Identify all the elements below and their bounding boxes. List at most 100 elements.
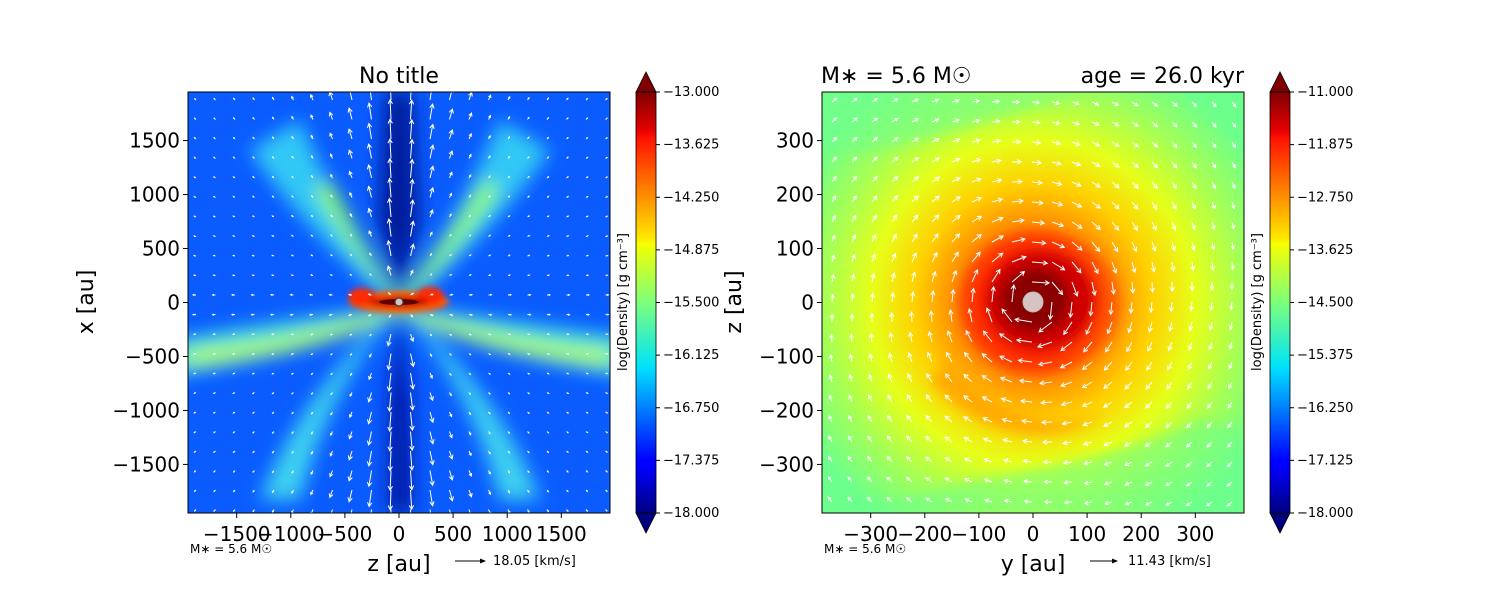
right-colorbar-tick-label: −13.625 bbox=[1297, 243, 1353, 258]
right-velocity-arrow bbox=[1144, 441, 1153, 447]
right-velocity-arrow bbox=[851, 156, 858, 163]
left-velocity-arrow bbox=[348, 92, 353, 101]
left-velocity-arrow bbox=[213, 431, 216, 434]
left-velocity-arrow bbox=[212, 333, 216, 336]
left-velocity-arrow bbox=[488, 353, 492, 355]
left-velocity-arrow bbox=[429, 103, 435, 120]
left-colorbar-label: log(Density) [g cm⁻³] bbox=[616, 233, 631, 371]
left-velocity-arrow bbox=[347, 107, 353, 120]
left-velocity-arrow bbox=[527, 509, 530, 513]
left-velocity-arrow bbox=[449, 233, 452, 237]
right-y-tick-label: 100 bbox=[776, 237, 814, 261]
left-velocity-arrow bbox=[269, 293, 275, 297]
right-velocity-arrow bbox=[1126, 341, 1133, 353]
right-velocity-arrow bbox=[1170, 241, 1176, 252]
left-velocity-arrow bbox=[213, 450, 216, 453]
left-velocity-arrow bbox=[507, 470, 511, 474]
left-panel: No title bbox=[74, 64, 719, 577]
left-velocity-arrow bbox=[232, 117, 236, 120]
left-velocity-arrow bbox=[468, 470, 473, 477]
left-velocity-arrow bbox=[488, 392, 491, 395]
left-velocity-arrow bbox=[386, 353, 392, 371]
right-velocity-arrow bbox=[890, 272, 896, 283]
left-velocity-arrow bbox=[507, 333, 511, 336]
left-velocity-arrow bbox=[271, 470, 275, 474]
right-velocity-arrow bbox=[928, 310, 935, 323]
right-velocity-arrow bbox=[887, 373, 893, 383]
left-velocity-arrow bbox=[213, 470, 216, 473]
left-velocity-arrow bbox=[605, 254, 609, 257]
left-velocity-arrow bbox=[289, 293, 294, 297]
left-velocity-arrow bbox=[507, 372, 511, 375]
left-velocity-arrow bbox=[468, 214, 472, 218]
right-velocity-arrow bbox=[911, 252, 917, 263]
right-velocity-arrow bbox=[850, 273, 856, 283]
right-velocity-arrow bbox=[1165, 461, 1173, 467]
left-velocity-arrow bbox=[252, 431, 255, 434]
right-velocity-arrow bbox=[1171, 101, 1178, 107]
left-velocity-arrow bbox=[212, 392, 216, 394]
left-reference-label: 18.05 [km/s] bbox=[493, 554, 576, 569]
right-velocity-arrow bbox=[1144, 481, 1153, 486]
right-velocity-arrow bbox=[1031, 100, 1041, 105]
left-velocity-arrow bbox=[310, 470, 314, 476]
right-colorbar-ticks: −11.000 −11.875 −12.750 −13.625 −14.500 −15.3… bbox=[1290, 85, 1353, 521]
right-velocity-arrow bbox=[906, 414, 913, 423]
right-x-tick-label: 300 bbox=[1176, 522, 1214, 546]
left-y-ticks: −1500 −1000 −500 0 500 1000 1500 bbox=[112, 129, 188, 476]
right-velocity-arrow bbox=[891, 214, 898, 223]
right-y-tick-label: −300 bbox=[759, 452, 814, 476]
right-velocity-arrow bbox=[1227, 401, 1233, 409]
left-velocity-arrow bbox=[368, 372, 373, 381]
left-velocity-arrow bbox=[291, 175, 294, 179]
right-velocity-arrow bbox=[887, 414, 893, 423]
right-velocity-arrow bbox=[831, 214, 836, 223]
right-velocity-arrow bbox=[1031, 179, 1044, 186]
right-velocity-arrow bbox=[911, 195, 919, 203]
left-velocity-arrow bbox=[271, 156, 275, 159]
left-reference-vector: 18.05 [km/s] bbox=[455, 554, 576, 569]
right-velocity-arrow bbox=[1169, 281, 1175, 293]
right-velocity-arrow bbox=[850, 293, 855, 303]
left-velocity-arrow bbox=[272, 116, 275, 120]
right-colorbar-tick-label: −12.750 bbox=[1297, 190, 1353, 205]
left-velocity-arrow bbox=[252, 97, 255, 101]
left-velocity-arrow bbox=[271, 195, 275, 198]
left-velocity-arrow bbox=[252, 156, 255, 159]
left-velocity-arrow bbox=[527, 136, 530, 140]
right-velocity-arrow bbox=[1040, 419, 1053, 425]
left-colorbar-tick-label: −13.625 bbox=[663, 138, 719, 153]
left-velocity-arrow bbox=[291, 489, 294, 494]
left-velocity-arrow bbox=[193, 431, 197, 434]
left-velocity-arrow bbox=[291, 470, 294, 474]
left-velocity-arrow bbox=[271, 489, 275, 494]
right-velocity-arrow bbox=[1018, 378, 1033, 384]
left-velocity-arrow bbox=[468, 254, 472, 257]
right-velocity-arrow bbox=[847, 435, 853, 443]
left-y-tick-label: 500 bbox=[142, 237, 180, 261]
left-velocity-arrow bbox=[488, 470, 491, 475]
left-velocity-arrow bbox=[507, 254, 511, 257]
right-velocity-arrow bbox=[851, 136, 858, 143]
left-velocity-arrow bbox=[213, 156, 216, 159]
left-velocity-arrow bbox=[347, 128, 353, 140]
right-velocity-arrow bbox=[1210, 241, 1216, 251]
left-velocity-arrow bbox=[566, 313, 571, 316]
right-velocity-arrow bbox=[1001, 308, 1013, 323]
right-velocity-arrow bbox=[1091, 101, 1100, 106]
left-velocity-arrow bbox=[347, 470, 353, 482]
left-velocity-arrow bbox=[368, 230, 372, 237]
right-velocity-arrow bbox=[1150, 261, 1156, 273]
right-velocity-arrow bbox=[1083, 500, 1093, 505]
left-velocity-arrow bbox=[468, 450, 472, 457]
left-velocity-arrow bbox=[366, 431, 372, 446]
right-velocity-arrow bbox=[1071, 261, 1082, 274]
right-velocity-arrow bbox=[1042, 459, 1053, 465]
right-velocity-arrow bbox=[911, 137, 920, 143]
left-velocity-arrow bbox=[232, 392, 236, 394]
right-velocity-arrow bbox=[925, 435, 933, 443]
right-velocity-arrow bbox=[1208, 361, 1213, 370]
left-velocity-arrow bbox=[449, 293, 454, 296]
right-velocity-arrow bbox=[1022, 458, 1033, 465]
right-velocity-arrow bbox=[851, 117, 858, 123]
